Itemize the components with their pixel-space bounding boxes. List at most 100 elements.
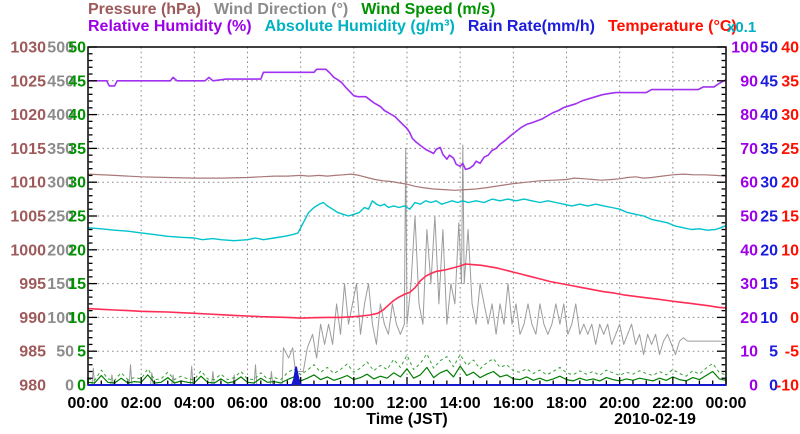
axis-label-rain-rate-mmh: 35 bbox=[760, 141, 778, 158]
time-tick-label: 18:00 bbox=[546, 395, 587, 412]
x-axis-title: Time (JST) bbox=[366, 411, 448, 428]
axis-label-temperature-c: -5 bbox=[785, 344, 799, 361]
axis-label-wind-speed-ms: 40 bbox=[68, 107, 86, 124]
series-line-absolute-humidity bbox=[87, 198, 727, 242]
axis-label-wind-speed-ms: 15 bbox=[68, 276, 86, 293]
time-tick-label: 12:00 bbox=[387, 395, 428, 412]
axis-label-wind-speed-ms: 0 bbox=[77, 378, 86, 395]
date-label: 2010-02-19 bbox=[614, 411, 696, 428]
time-tick-label: 00:00 bbox=[706, 395, 747, 412]
axis-label-pressure-hpa: 1015 bbox=[10, 141, 46, 158]
axis-label-wind-speed-ms: 30 bbox=[68, 175, 86, 192]
axis-label-temperature-c: 15 bbox=[781, 209, 799, 226]
axis-label-wind-direction-deg: 250 bbox=[47, 209, 74, 226]
legend-rain-rate: Rain Rate(mm/h) bbox=[467, 18, 595, 35]
legend-relative-humidity: Relative Humidity (%) bbox=[88, 18, 252, 35]
axis-label-wind-speed-ms: 20 bbox=[68, 242, 86, 259]
axis-label-relative-humidity-pct: 30 bbox=[740, 276, 758, 293]
legend-row-2: Relative Humidity (%) Absolute Humidity … bbox=[88, 18, 737, 35]
axis-label-relative-humidity-pct: 80 bbox=[740, 107, 758, 124]
time-tick-label: 00:00 bbox=[68, 395, 109, 412]
axis-label-pressure-hpa: 1030 bbox=[10, 40, 46, 57]
axis-label-relative-humidity-pct: 0 bbox=[749, 378, 758, 395]
time-tick-label: 04:00 bbox=[174, 395, 215, 412]
axis-label-relative-humidity-pct: 10 bbox=[740, 344, 758, 361]
legend-temperature: Temperature (°C) bbox=[607, 18, 737, 35]
axis-label-wind-direction-deg: 450 bbox=[47, 73, 74, 90]
axis-label-wind-speed-ms: 50 bbox=[68, 40, 86, 57]
series-line-relative-humidity bbox=[88, 68, 727, 171]
time-tick-label: 20:00 bbox=[599, 395, 640, 412]
axis-label-rain-rate-mmh: 0 bbox=[769, 378, 778, 395]
axis-label-temperature-c: 20 bbox=[781, 175, 799, 192]
axis-label-wind-direction-deg: 0 bbox=[65, 378, 74, 395]
time-tick-label: 06:00 bbox=[227, 395, 268, 412]
axis-label-temperature-c: 30 bbox=[781, 107, 799, 124]
series-line-pressure bbox=[87, 173, 727, 191]
axis-label-wind-direction-deg: 200 bbox=[47, 242, 74, 259]
axis-label-temperature-c: -10 bbox=[776, 378, 799, 395]
scale-note-x0-1: x0.1 bbox=[727, 19, 757, 36]
series-line-rain-rate bbox=[88, 366, 726, 386]
axis-label-wind-direction-deg: 100 bbox=[47, 310, 74, 327]
time-tick-label: 16:00 bbox=[493, 395, 534, 412]
axis-label-rain-rate-mmh: 20 bbox=[760, 242, 778, 259]
axis-label-rain-rate-mmh: 40 bbox=[760, 107, 778, 124]
axis-label-relative-humidity-pct: 70 bbox=[740, 141, 758, 158]
time-tick-label: 14:00 bbox=[440, 395, 481, 412]
axis-label-relative-humidity-pct: 90 bbox=[740, 73, 758, 90]
axis-label-temperature-c: 35 bbox=[781, 73, 799, 90]
series-line-wind-gust bbox=[87, 353, 727, 381]
axis-label-wind-speed-ms: 5 bbox=[77, 344, 86, 361]
axis-label-rain-rate-mmh: 5 bbox=[769, 344, 778, 361]
axis-label-relative-humidity-pct: 20 bbox=[740, 310, 758, 327]
series-line-temperature bbox=[87, 263, 727, 319]
axis-label-wind-speed-ms: 10 bbox=[68, 310, 86, 327]
axis-label-wind-direction-deg: 300 bbox=[47, 175, 74, 192]
axis-label-rain-rate-mmh: 10 bbox=[760, 310, 778, 327]
axis-label-rain-rate-mmh: 50 bbox=[760, 40, 778, 57]
axis-label-pressure-hpa: 995 bbox=[19, 276, 46, 293]
axis-label-pressure-hpa: 985 bbox=[19, 344, 46, 361]
time-tick-label: 22:00 bbox=[652, 395, 693, 412]
axis-label-pressure-hpa: 1010 bbox=[10, 175, 46, 192]
axis-label-rain-rate-mmh: 45 bbox=[760, 73, 778, 90]
axis-label-pressure-hpa: 1000 bbox=[10, 242, 46, 259]
legend-wind-speed: Wind Speed (m/s) bbox=[361, 1, 496, 18]
axis-label-wind-direction-deg: 50 bbox=[56, 344, 74, 361]
axis-label-wind-direction-deg: 350 bbox=[47, 141, 74, 158]
time-tick-label: 02:00 bbox=[121, 395, 162, 412]
axis-label-wind-speed-ms: 45 bbox=[68, 73, 86, 90]
axis-label-temperature-c: 40 bbox=[781, 40, 799, 57]
axis-label-rain-rate-mmh: 15 bbox=[760, 276, 778, 293]
axis-label-pressure-hpa: 1020 bbox=[10, 107, 46, 124]
time-tick-label: 08:00 bbox=[280, 395, 321, 412]
series-line-wind-direction bbox=[88, 144, 726, 386]
legend-pressure: Pressure (hPa) bbox=[88, 1, 201, 18]
axis-label-relative-humidity-pct: 60 bbox=[740, 175, 758, 192]
time-tick-label: 10:00 bbox=[333, 395, 374, 412]
axis-label-temperature-c: 0 bbox=[790, 310, 799, 327]
axis-label-wind-speed-ms: 25 bbox=[68, 209, 86, 226]
axis-label-relative-humidity-pct: 50 bbox=[740, 209, 758, 226]
axis-label-wind-direction-deg: 400 bbox=[47, 107, 74, 124]
axis-label-temperature-c: 10 bbox=[781, 242, 799, 259]
axis-label-wind-direction-deg: 500 bbox=[47, 40, 74, 57]
axis-label-wind-direction-deg: 150 bbox=[47, 276, 74, 293]
axis-label-rain-rate-mmh: 25 bbox=[760, 209, 778, 226]
axis-label-temperature-c: 5 bbox=[790, 276, 799, 293]
legend-absolute-humidity: Absolute Humidity (g/m³) bbox=[264, 18, 455, 35]
axis-label-temperature-c: 25 bbox=[781, 141, 799, 158]
axis-label-relative-humidity-pct: 40 bbox=[740, 242, 758, 259]
axis-label-pressure-hpa: 1005 bbox=[10, 209, 46, 226]
axis-label-pressure-hpa: 1025 bbox=[10, 73, 46, 90]
legend-wind-direction: Wind Direction (°) bbox=[213, 1, 349, 18]
legend-row-1: Pressure (hPa) Wind Direction (°) Wind S… bbox=[88, 1, 495, 18]
axis-label-wind-speed-ms: 35 bbox=[68, 141, 86, 158]
axis-label-relative-humidity-pct: 100 bbox=[731, 40, 758, 57]
axis-label-pressure-hpa: 980 bbox=[19, 378, 46, 395]
axis-label-rain-rate-mmh: 30 bbox=[760, 175, 778, 192]
axis-label-pressure-hpa: 990 bbox=[19, 310, 46, 327]
